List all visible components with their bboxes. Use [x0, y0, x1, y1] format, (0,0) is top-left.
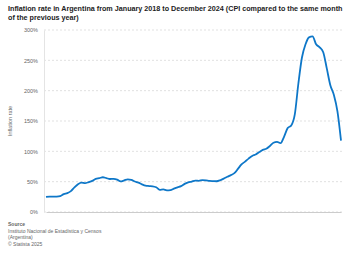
- x-axis-line: [47, 212, 342, 213]
- inflation-line: [46, 36, 341, 196]
- grid-line: [44, 121, 343, 122]
- y-axis: 0% 50% 100% 150% 200% 250% 300%: [24, 27, 45, 215]
- plot-area: [46, 36, 341, 196]
- y-tick-label: 50%: [27, 179, 38, 185]
- source-label: Source: [8, 221, 25, 227]
- y-tick-label: 300%: [24, 27, 38, 33]
- y-tick-label: 200%: [24, 88, 38, 94]
- y-tick: 200%: [24, 88, 44, 94]
- y-axis-title: Inflation rate: [7, 106, 13, 136]
- y-tick-label: 0%: [30, 209, 38, 215]
- source-text: Instituto Nacional de Estadística y Cens…: [8, 228, 102, 234]
- y-tick-label: 250%: [24, 58, 38, 64]
- title: Inflation rate in Argentina from January…: [8, 4, 342, 22]
- copyright: © Statista 2025: [8, 241, 42, 247]
- grid-line: [44, 60, 343, 61]
- y-axis-line: [44, 31, 45, 213]
- grid-line: [44, 212, 343, 213]
- grid-line: [44, 30, 343, 31]
- y-tick-label: 100%: [24, 149, 38, 155]
- grid-line: [44, 151, 343, 152]
- y-tick: 50%: [27, 179, 44, 185]
- y-tick-label: 150%: [24, 118, 38, 124]
- y-tick: 0%: [30, 209, 44, 215]
- y-tick: 300%: [24, 27, 44, 33]
- source-text: (Argentina): [8, 234, 33, 240]
- grid: [44, 30, 343, 212]
- y-tick: 100%: [24, 149, 44, 155]
- y-tick: 250%: [24, 58, 44, 64]
- y-tick: 150%: [24, 118, 44, 124]
- x-axis: [47, 212, 342, 213]
- chart: Inflation rate in Argentina from January…: [0, 0, 355, 253]
